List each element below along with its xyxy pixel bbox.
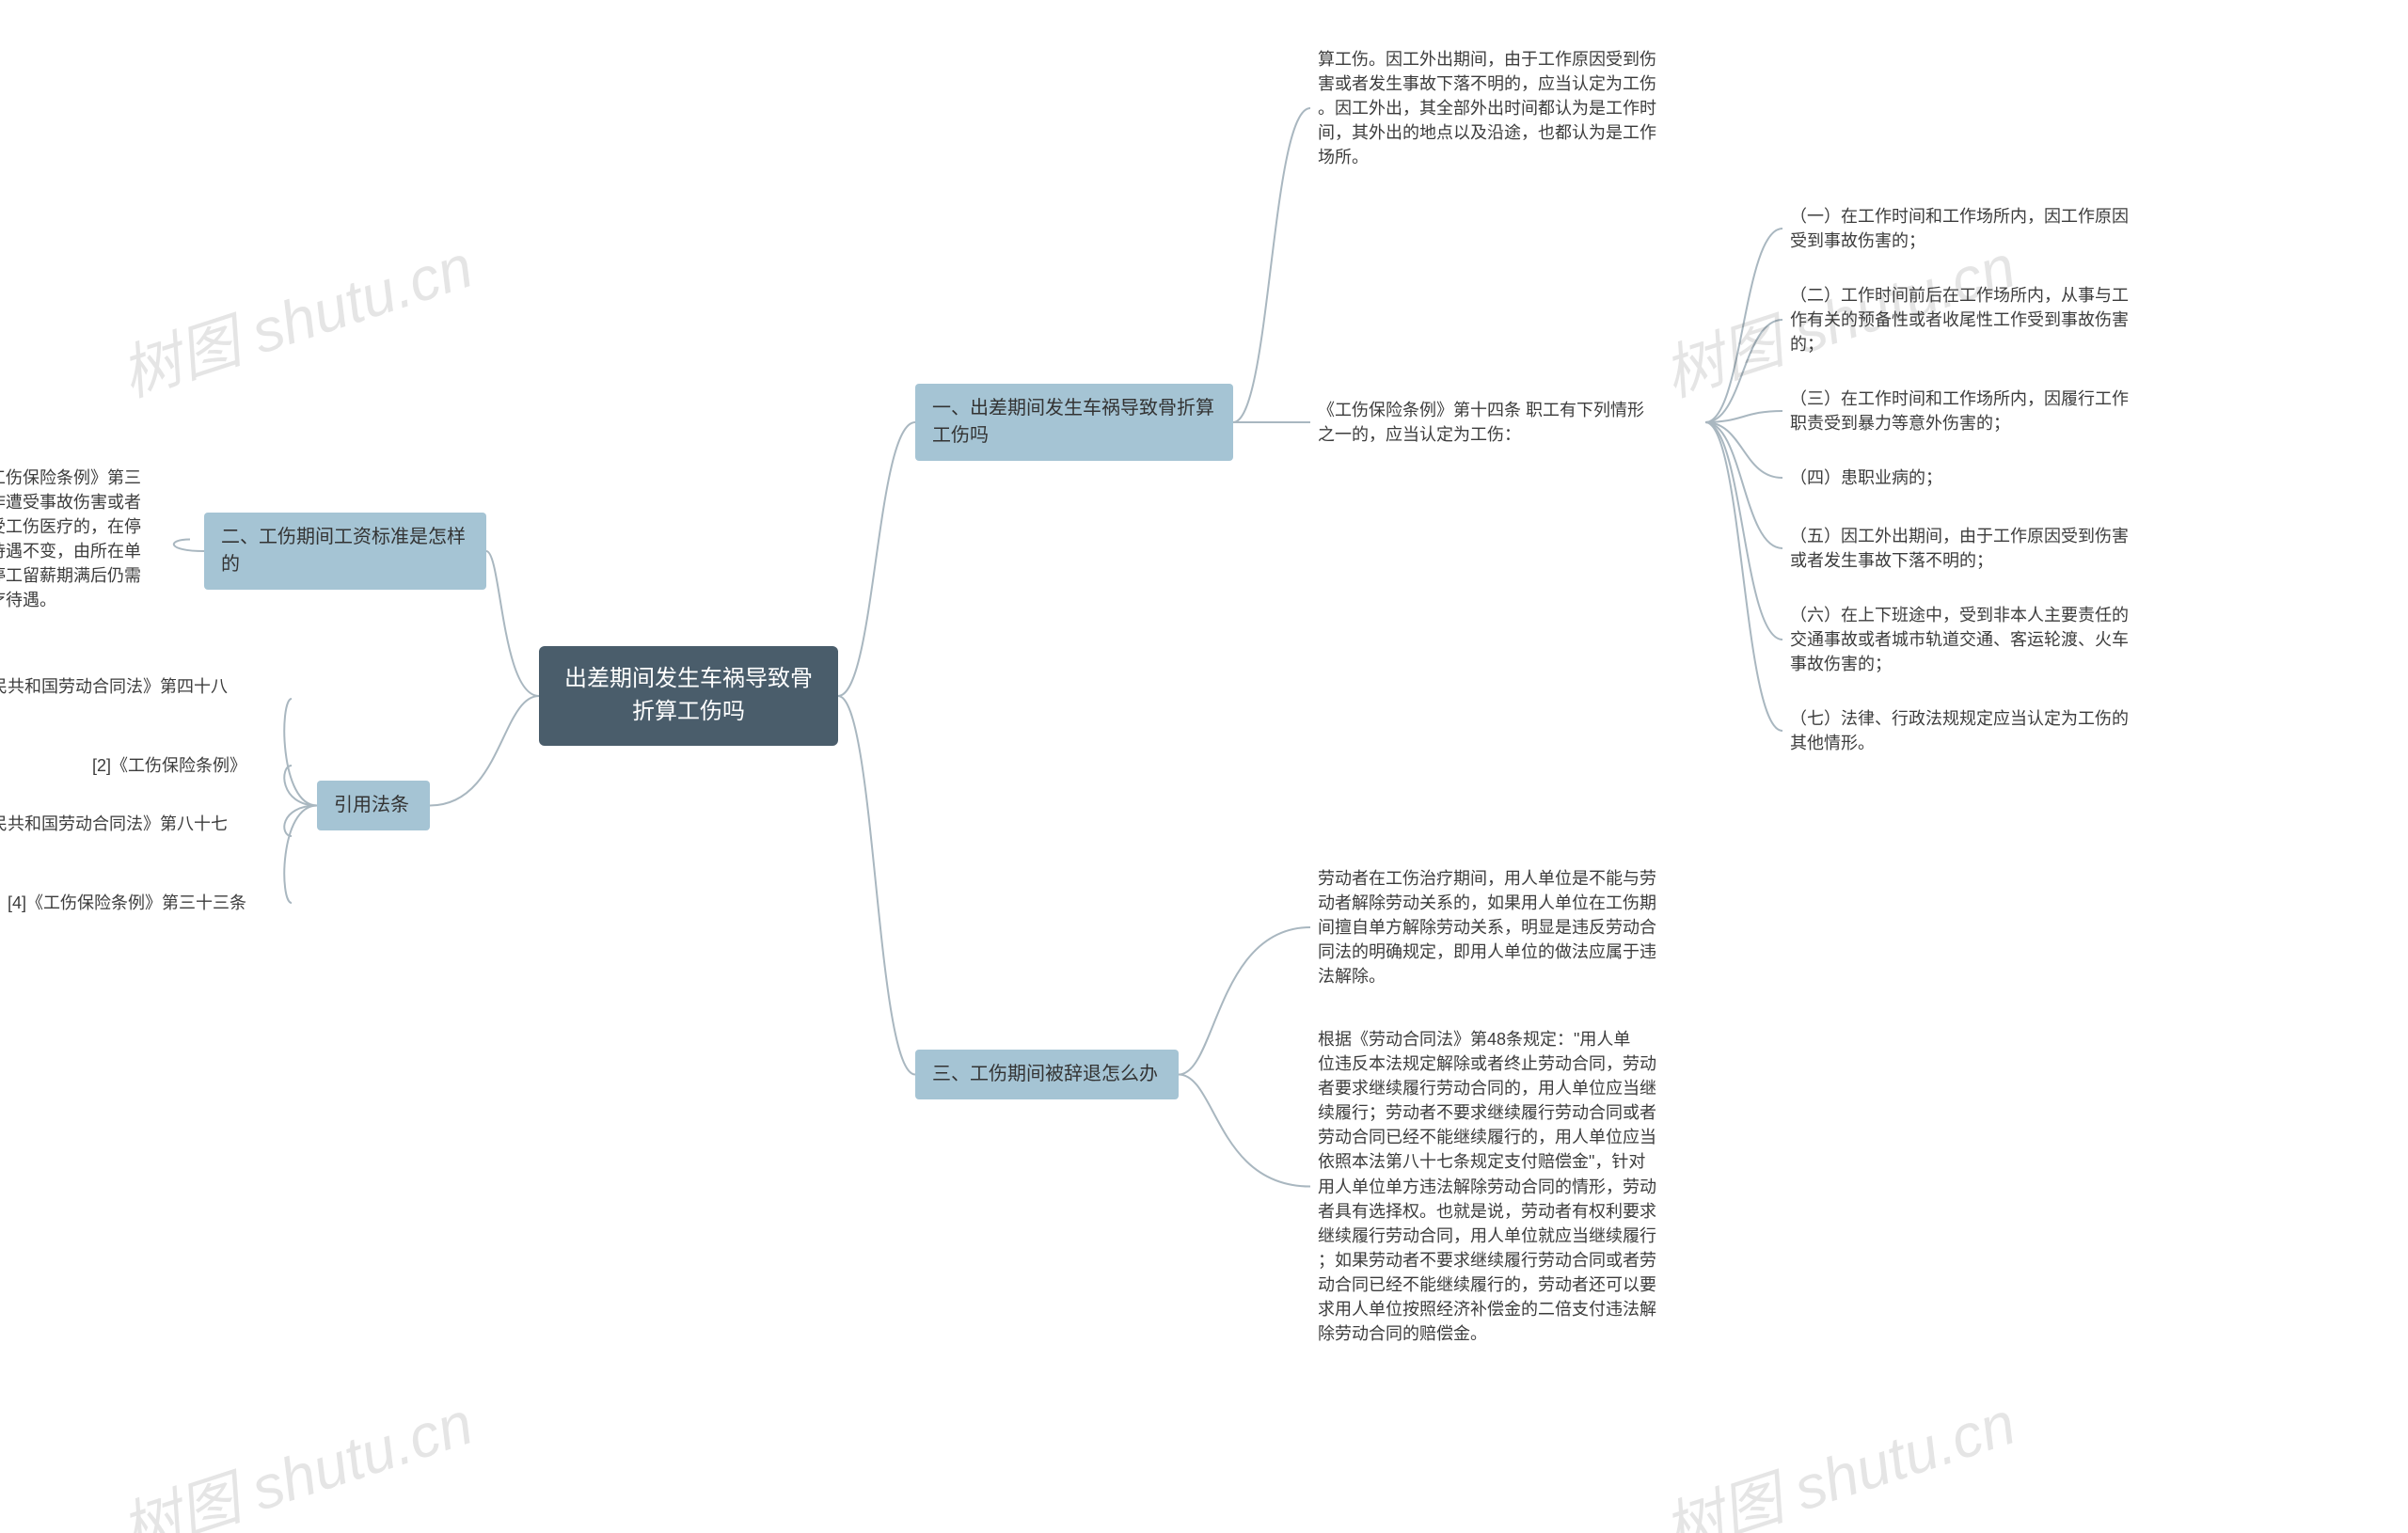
edge-b3-b3b <box>1179 1075 1310 1187</box>
edge-b1b-b1b2 <box>1705 320 1782 422</box>
node-root: 出差期间发生车祸导致骨 折算工伤吗 <box>539 646 838 746</box>
watermark: 树图 shutu.cn <box>1651 1375 2024 1533</box>
edge-b1-b1a <box>1233 108 1310 422</box>
edge-b1b-b1b7 <box>1705 422 1782 731</box>
node-b2: 二、工伤期间工资标准是怎样的 <box>204 513 486 590</box>
edge-b1b-b1b3 <box>1705 411 1782 422</box>
mindmap-canvas: 树图 shutu.cn树图 shutu.cn树图 shutu.cn树图 shut… <box>0 0 2408 1533</box>
node-b4d: [4]《工伤保险条例》第三十三条 <box>0 885 292 921</box>
edge-root-b1 <box>838 422 915 696</box>
node-b3a: 劳动者在工伤治疗期间，用人单位是不能与劳 动者解除劳动关系的，如果用人单位在工伤… <box>1310 861 1705 994</box>
node-b1b1: （一）在工作时间和工作场所内，因工作原因 受到事故伤害的； <box>1782 198 2178 259</box>
node-b1b6: （六）在上下班途中，受到非本人主要责任的 交通事故或者城市轨道交通、客运轮渡、火… <box>1782 597 2178 682</box>
node-b1a: 算工伤。因工外出期间，由于工作原因受到伤 害或者发生事故下落不明的，应当认定为工… <box>1310 41 1705 175</box>
node-b1b5: （五）因工外出期间，由于工作原因受到伤害 或者发生事故下落不明的； <box>1782 518 2178 578</box>
node-b3b: 根据《劳动合同法》第48条规定："用人单 位违反本法规定解除或者终止劳动合同，劳… <box>1310 1021 1705 1351</box>
node-b4b: [2]《工伤保险条例》 <box>85 748 292 783</box>
edge-root-b2 <box>486 551 539 696</box>
node-b1b2: （二）工作时间前后在工作场所内，从事与工 作有关的预备性或者收尾性工作受到事故伤… <box>1782 277 2178 362</box>
node-b1b: 《工伤保险条例》第十四条 职工有下列情形 之一的，应当认定为工伤： <box>1310 392 1705 452</box>
edge-root-b4 <box>430 696 539 806</box>
edge-b1b-b1b1 <box>1705 229 1782 422</box>
watermark: 树图 shutu.cn <box>108 218 482 413</box>
node-b1b3: （三）在工作时间和工作场所内，因履行工作 职责受到暴力等意外伤害的； <box>1782 381 2178 441</box>
node-b1b4: （四）患职业病的； <box>1782 460 2178 496</box>
edge-b1b-b1b6 <box>1705 422 1782 640</box>
edge-root-b3 <box>838 696 915 1075</box>
node-b1b7: （七）法律、行政法规规定应当认定为工伤的 其他情形。 <box>1782 701 2178 761</box>
node-b4c: [3]《中华人民共和国劳动合同法》第八十七 条 <box>0 806 292 866</box>
edge-b1b-b1b4 <box>1705 422 1782 478</box>
node-b3: 三、工伤期间被辞退怎么办 <box>915 1050 1179 1099</box>
watermark: 树图 shutu.cn <box>108 1375 482 1533</box>
node-b4a: [1]《中华人民共和国劳动合同法》第四十八 条 <box>0 669 292 729</box>
edge-b3-b3a <box>1179 927 1310 1075</box>
node-b1: 一、出差期间发生车祸导致骨折算 工伤吗 <box>915 384 1233 461</box>
node-b4: 引用法条 <box>317 781 430 830</box>
node-b2a: 工伤期间工资标准依据《工伤保险条例》第三 十三条的规定，职工因工作遭受事故伤害或… <box>0 460 190 619</box>
edge-b1b-b1b5 <box>1705 422 1782 548</box>
